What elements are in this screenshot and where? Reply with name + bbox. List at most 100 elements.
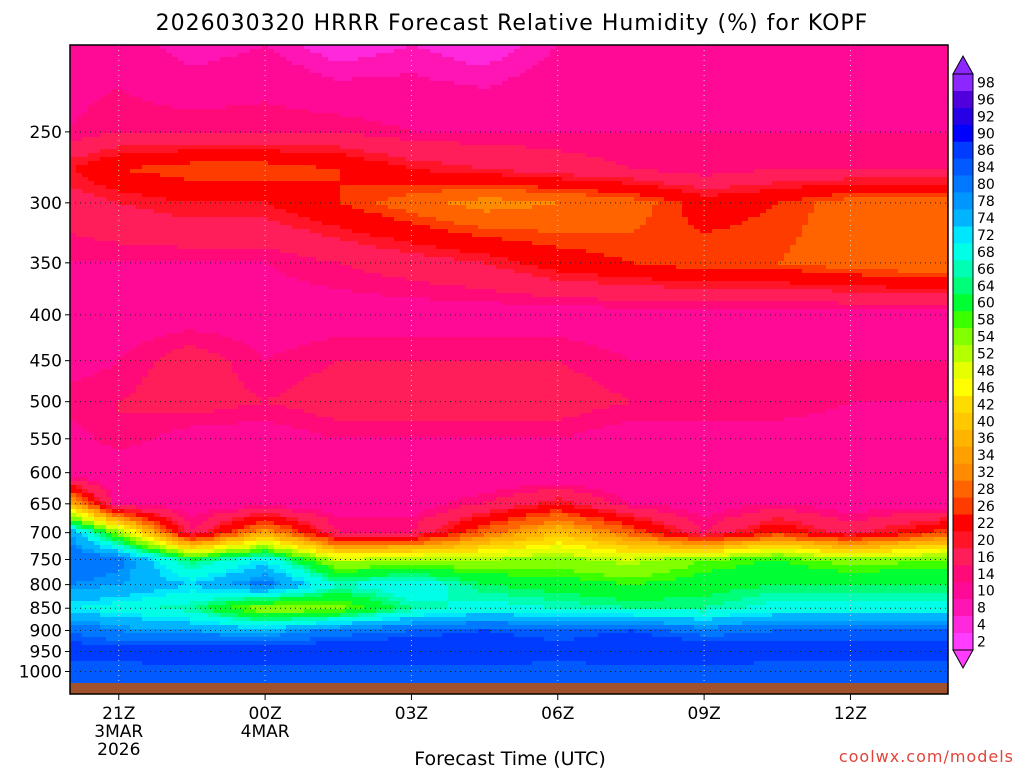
heat-cell <box>178 209 185 214</box>
heat-cell <box>100 333 107 338</box>
heat-cell <box>202 113 209 118</box>
heat-cell <box>238 169 245 174</box>
heat-cell <box>196 57 203 62</box>
heat-cell <box>148 517 155 522</box>
heat-cell <box>106 457 113 462</box>
heat-cell <box>94 401 101 406</box>
heat-cell <box>214 569 221 574</box>
heat-cell <box>244 133 251 138</box>
heat-cell <box>220 205 227 210</box>
heat-cell <box>172 249 179 254</box>
heat-cell <box>214 369 221 374</box>
heat-cell <box>166 105 173 110</box>
heat-cell <box>76 273 83 278</box>
heat-cell <box>160 45 167 50</box>
heat-cell <box>106 657 113 662</box>
heat-cell <box>208 321 215 326</box>
heat-cell <box>196 553 203 558</box>
heat-cell <box>232 465 239 470</box>
heat-cell <box>154 449 161 454</box>
heat-cell <box>76 425 83 430</box>
heat-cell <box>190 61 197 66</box>
heat-cell <box>184 381 191 386</box>
heat-cell <box>226 633 233 638</box>
heat-cell <box>70 109 77 114</box>
heat-cell <box>208 261 215 266</box>
heat-cell <box>214 457 221 462</box>
heat-cell <box>124 329 131 334</box>
heat-cell <box>70 117 77 122</box>
heat-cell <box>202 301 209 306</box>
heat-cell <box>220 169 227 174</box>
heat-cell <box>244 489 251 494</box>
heat-cell <box>94 445 101 450</box>
heat-cell <box>136 121 143 126</box>
heat-cell <box>154 405 161 410</box>
heat-cell <box>112 525 119 530</box>
heat-cell <box>124 153 131 158</box>
heat-cell <box>190 473 197 478</box>
heat-cell <box>76 293 83 298</box>
heat-cell <box>76 345 83 350</box>
heat-cell <box>250 553 257 558</box>
heat-cell <box>196 129 203 134</box>
heat-cell <box>136 257 143 262</box>
heat-cell <box>178 241 185 246</box>
heat-cell <box>148 573 155 578</box>
heat-cell <box>256 105 263 110</box>
heat-cell <box>250 201 257 206</box>
heat-cell <box>208 529 215 534</box>
heat-cell <box>202 325 209 330</box>
heat-cell <box>82 209 89 214</box>
heat-cell <box>202 65 209 70</box>
heat-cell <box>76 265 83 270</box>
heat-cell <box>214 641 221 646</box>
heat-cell <box>250 509 257 514</box>
heat-cell <box>226 621 233 626</box>
heat-cell <box>250 485 257 490</box>
heat-cell <box>160 653 167 658</box>
heat-cell <box>190 597 197 602</box>
heat-cell <box>106 73 113 78</box>
heat-cell <box>244 337 251 342</box>
heat-cell <box>148 305 155 310</box>
heat-cell <box>190 305 197 310</box>
heat-cell <box>148 333 155 338</box>
heat-cell <box>184 329 191 334</box>
heat-cell <box>130 249 137 254</box>
heat-cell <box>118 521 125 526</box>
heat-cell <box>70 349 77 354</box>
heat-cell <box>172 445 179 450</box>
heat-cell <box>226 305 233 310</box>
heat-cell <box>250 81 257 86</box>
heat-cell <box>88 289 95 294</box>
heat-cell <box>136 201 143 206</box>
heat-cell <box>94 409 101 414</box>
heat-cell <box>160 397 167 402</box>
heat-cell <box>190 157 197 162</box>
heat-cell <box>250 45 257 50</box>
heat-cell <box>154 381 161 386</box>
heat-cell <box>232 241 239 246</box>
heat-cell <box>130 293 137 298</box>
heat-cell <box>214 445 221 450</box>
heat-cell <box>238 141 245 146</box>
heat-cell <box>160 193 167 198</box>
heat-cell <box>256 85 263 90</box>
heat-cell <box>88 61 95 66</box>
heat-cell <box>94 173 101 178</box>
heat-cell <box>184 153 191 158</box>
heat-cell <box>106 629 113 634</box>
heat-cell <box>70 433 77 438</box>
heat-cell <box>208 233 215 238</box>
heat-cell <box>70 233 77 238</box>
heat-cell <box>214 413 221 418</box>
heat-cell <box>166 569 173 574</box>
heat-cell <box>82 429 89 434</box>
heat-cell <box>196 69 203 74</box>
heat-cell <box>190 301 197 306</box>
heat-cell <box>196 369 203 374</box>
heat-cell <box>214 269 221 274</box>
heat-cell <box>130 605 137 610</box>
heat-cell <box>154 409 161 414</box>
